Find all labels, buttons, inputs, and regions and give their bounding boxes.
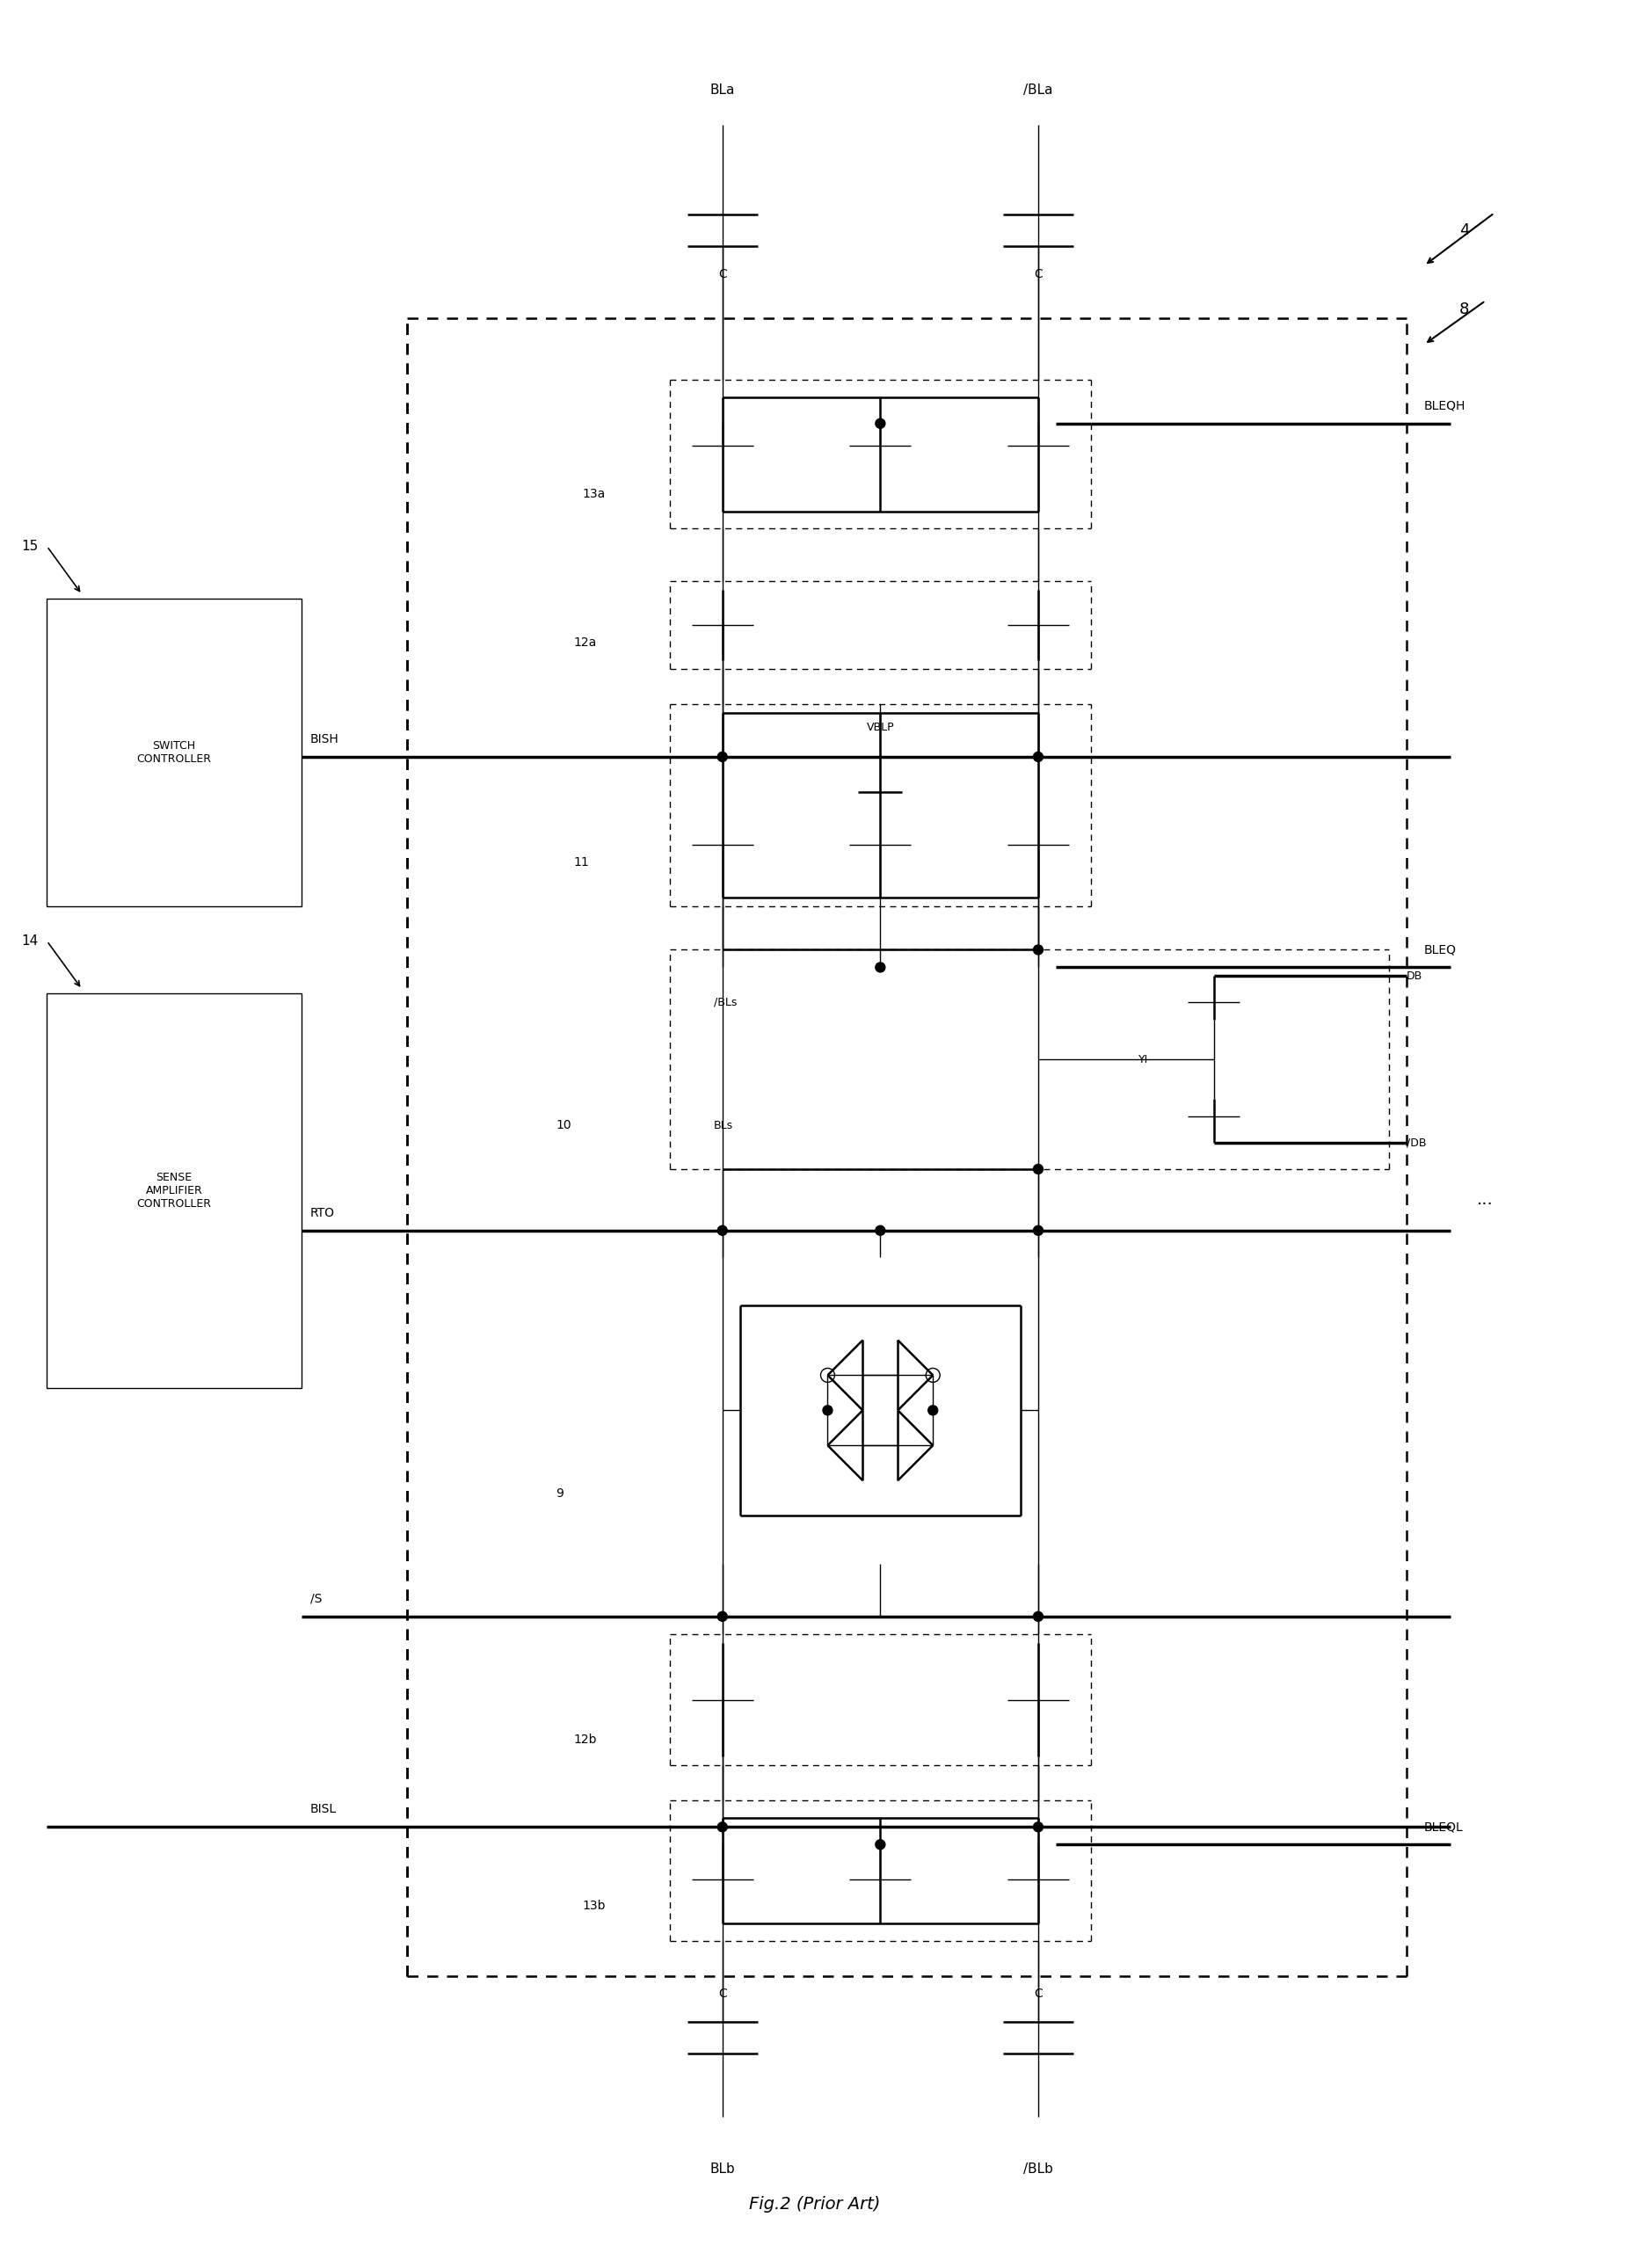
Text: /S: /S [310, 1592, 323, 1606]
Circle shape [1033, 753, 1043, 762]
Circle shape [1033, 1163, 1043, 1175]
Text: C: C [718, 268, 727, 281]
Text: BLEQH: BLEQH [1424, 399, 1466, 413]
Text: YI: YI [1139, 1055, 1148, 1066]
Text: /BLa: /BLa [1023, 84, 1052, 98]
Circle shape [1033, 946, 1043, 955]
Text: BLb: BLb [710, 2161, 735, 2175]
Text: VBLP: VBLP [867, 721, 894, 733]
Text: 12a: 12a [573, 637, 596, 649]
Text: 9: 9 [555, 1488, 564, 1499]
Bar [47, 993, 301, 1388]
Circle shape [1033, 1613, 1043, 1622]
Circle shape [875, 1839, 885, 1848]
Text: 4: 4 [1460, 222, 1469, 238]
Circle shape [875, 1225, 885, 1236]
Text: /DB: /DB [1406, 1136, 1427, 1148]
Circle shape [717, 1225, 727, 1236]
Circle shape [1033, 1225, 1043, 1236]
Text: C: C [1034, 268, 1043, 281]
Circle shape [717, 1613, 727, 1622]
Text: /BLb: /BLb [1023, 2161, 1052, 2175]
Text: BLEQ: BLEQ [1424, 943, 1456, 955]
Text: 13a: 13a [582, 488, 604, 499]
Circle shape [875, 420, 885, 429]
Text: RTO: RTO [310, 1207, 334, 1220]
Text: BLa: BLa [710, 84, 735, 98]
Text: BLEQL: BLEQL [1424, 1821, 1463, 1833]
Text: 8: 8 [1460, 302, 1469, 318]
Text: 13b: 13b [582, 1901, 606, 1912]
Text: C: C [1034, 1987, 1043, 2000]
Text: BLs: BLs [714, 1120, 733, 1132]
Text: 14: 14 [21, 934, 37, 948]
Text: DB: DB [1406, 971, 1422, 982]
Text: SENSE
AMPLIFIER
CONTROLLER: SENSE AMPLIFIER CONTROLLER [137, 1173, 212, 1209]
Text: 11: 11 [573, 855, 588, 869]
Text: /BLs: /BLs [714, 996, 736, 1009]
Circle shape [717, 1821, 727, 1833]
Circle shape [1033, 1821, 1043, 1833]
Text: Fig.2 (Prior Art): Fig.2 (Prior Art) [749, 2195, 880, 2214]
Text: ...: ... [1478, 1191, 1494, 1209]
Text: SWITCH
CONTROLLER: SWITCH CONTROLLER [137, 739, 212, 764]
Text: BISL: BISL [310, 1803, 337, 1817]
Text: 10: 10 [555, 1118, 572, 1132]
Text: 15: 15 [21, 540, 37, 553]
Bar [47, 599, 301, 905]
Text: C: C [718, 1987, 727, 2000]
Circle shape [717, 753, 727, 762]
Text: 12b: 12b [573, 1733, 596, 1746]
Text: BISH: BISH [310, 733, 339, 746]
Circle shape [875, 962, 885, 973]
Circle shape [929, 1406, 938, 1415]
Circle shape [823, 1406, 832, 1415]
